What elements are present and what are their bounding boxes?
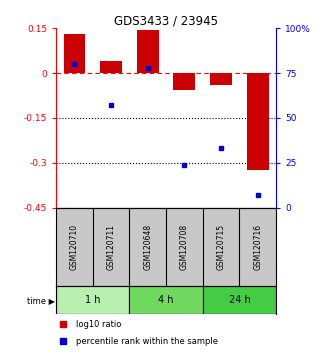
Text: GSM120711: GSM120711 <box>107 224 116 270</box>
Bar <box>129 286 203 314</box>
Bar <box>137 30 159 73</box>
Text: 1 h: 1 h <box>85 295 100 305</box>
Text: GSM120648: GSM120648 <box>143 224 152 270</box>
Text: GSM120710: GSM120710 <box>70 224 79 270</box>
Title: GDS3433 / 23945: GDS3433 / 23945 <box>114 14 218 27</box>
Text: time ▶: time ▶ <box>27 296 56 304</box>
Text: log10 ratio: log10 ratio <box>76 320 121 329</box>
Text: GSM120715: GSM120715 <box>217 224 226 270</box>
Text: GSM120716: GSM120716 <box>253 224 262 270</box>
Bar <box>210 73 232 85</box>
Bar <box>56 286 129 314</box>
Text: 4 h: 4 h <box>158 295 174 305</box>
Bar <box>64 34 85 73</box>
Bar <box>203 286 276 314</box>
Bar <box>173 73 195 90</box>
Bar <box>247 73 269 170</box>
Bar <box>100 61 122 73</box>
Text: 24 h: 24 h <box>229 295 250 305</box>
Text: GSM120708: GSM120708 <box>180 224 189 270</box>
Text: percentile rank within the sample: percentile rank within the sample <box>76 337 218 346</box>
